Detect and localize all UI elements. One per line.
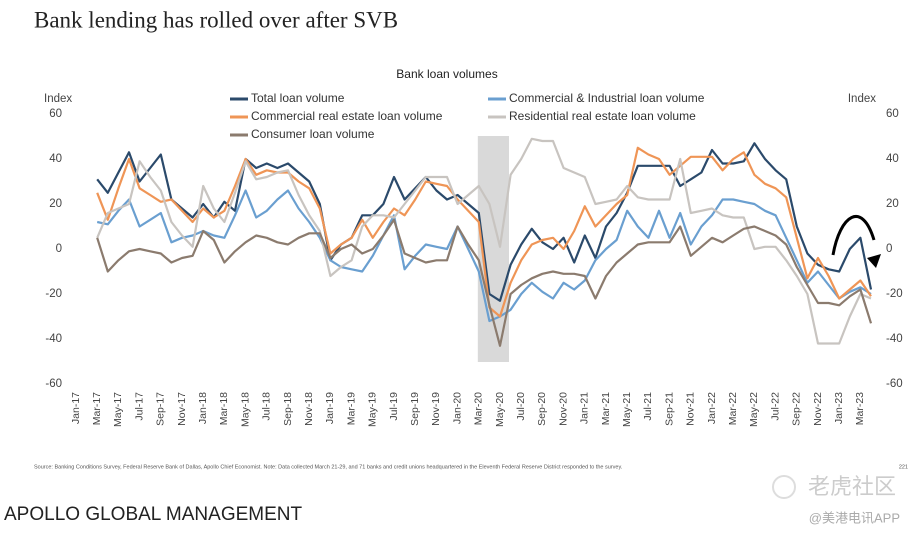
- watermark-icon: [772, 475, 796, 499]
- x-tick-label: May-21: [621, 392, 633, 427]
- y2-axis-label: Index: [848, 93, 876, 105]
- y2-tick-label: -60: [886, 378, 903, 390]
- y2-tick-label: -20: [886, 288, 903, 300]
- brand: APOLLO GLOBAL MANAGEMENT: [4, 504, 302, 525]
- x-tick-label: Sep-20: [536, 392, 548, 426]
- x-tick-label: Mar-22: [727, 392, 739, 425]
- y2-tick-label: -40: [886, 333, 903, 345]
- x-tick-label: Jul-20: [515, 392, 527, 421]
- y-tick-label: 20: [49, 198, 62, 210]
- x-tick-label: May-17: [112, 392, 124, 427]
- x-tick-label: Jan-23: [833, 392, 845, 424]
- x-tick-label: Mar-21: [600, 392, 612, 425]
- watermark-account: @美港电讯APP: [809, 510, 900, 525]
- legend-label: Commercial real estate loan volume: [251, 109, 443, 123]
- series-line: [96, 146, 872, 318]
- series-line: [96, 142, 873, 302]
- x-tick-label: Jul-22: [769, 392, 781, 421]
- y-axis-label: Index: [44, 93, 72, 105]
- legend-label: Residential real estate loan volume: [509, 109, 696, 123]
- x-tick-label: Jan-20: [451, 392, 463, 424]
- annotation-arrow: [831, 215, 876, 256]
- x-tick-label: Jan-18: [197, 392, 209, 424]
- x-tick-label: May-20: [494, 392, 506, 427]
- page-title: Bank lending has rolled over after SVB: [34, 7, 398, 32]
- legend-label: Total loan volume: [251, 91, 345, 105]
- y-tick-label: 60: [49, 108, 62, 120]
- x-tick-label: Jul-18: [261, 392, 273, 421]
- x-tick-label: Mar-17: [91, 392, 103, 425]
- plot: -60 -40 -20 0 20 40 60 -60 -40 -20 0 20 40 60 Jan-17 Ma…: [45, 91, 902, 427]
- x-tick-label: Jul-19: [388, 392, 400, 421]
- x-tick-label: Jan-17: [70, 392, 82, 424]
- y-tick-label: 40: [49, 153, 62, 165]
- y2-tick-label: 60: [886, 108, 899, 120]
- x-tick-label: Jul-17: [133, 392, 145, 421]
- x-tick-label: Sep-19: [409, 392, 421, 426]
- y2-tick-label: 40: [886, 153, 899, 165]
- x-tick-label: Sep-21: [663, 392, 675, 426]
- page-number: 221: [899, 464, 908, 470]
- x-tick-label: Jan-21: [579, 392, 591, 424]
- series-line: [96, 137, 872, 345]
- y-tick-label: -60: [45, 378, 62, 390]
- series-line: [96, 189, 872, 323]
- source: Source: Banking Conditions Survey, Feder…: [34, 464, 623, 470]
- legend-label: Consumer loan volume: [251, 127, 375, 141]
- x-tick-label: Sep-17: [155, 392, 167, 426]
- x-tick-label: Mar-19: [345, 392, 357, 425]
- y-tick-label: -20: [45, 288, 62, 300]
- y-tick-label: 0: [56, 243, 62, 255]
- arrow-head: [867, 254, 881, 268]
- x-tick-label: Mar-18: [218, 392, 230, 425]
- x-tick-label: Sep-22: [791, 392, 803, 426]
- chart-title: Bank loan volumes: [396, 67, 497, 81]
- x-tick-label: Jul-21: [642, 392, 654, 421]
- x-tick-label: Mar-20: [473, 392, 485, 425]
- x-tick-label: Jan-19: [324, 392, 336, 424]
- x-tick-label: Nov-17: [176, 392, 188, 426]
- y2-tick-label: 0: [886, 243, 892, 255]
- x-tick-label: Nov-18: [303, 392, 315, 426]
- x-tick-label: Nov-21: [685, 392, 697, 426]
- x-tick-label: Sep-18: [282, 392, 294, 426]
- series-line: [96, 218, 873, 347]
- x-tick-label: Mar-23: [854, 392, 866, 425]
- legend-label: Commercial & Industrial loan volume: [509, 91, 705, 105]
- x-tick-label: May-22: [748, 392, 760, 427]
- x-tick-label: May-18: [239, 392, 251, 427]
- x-tick-label: May-19: [367, 392, 379, 427]
- x-tick-label: Nov-22: [812, 392, 824, 426]
- y-tick-label: -40: [45, 333, 62, 345]
- watermark: 老虎社区: [808, 474, 896, 499]
- x-tick-label: Jan-22: [706, 392, 718, 424]
- x-tick-label: Nov-20: [557, 392, 569, 426]
- y2-tick-label: 20: [886, 198, 899, 210]
- x-tick-label: Nov-19: [430, 392, 442, 426]
